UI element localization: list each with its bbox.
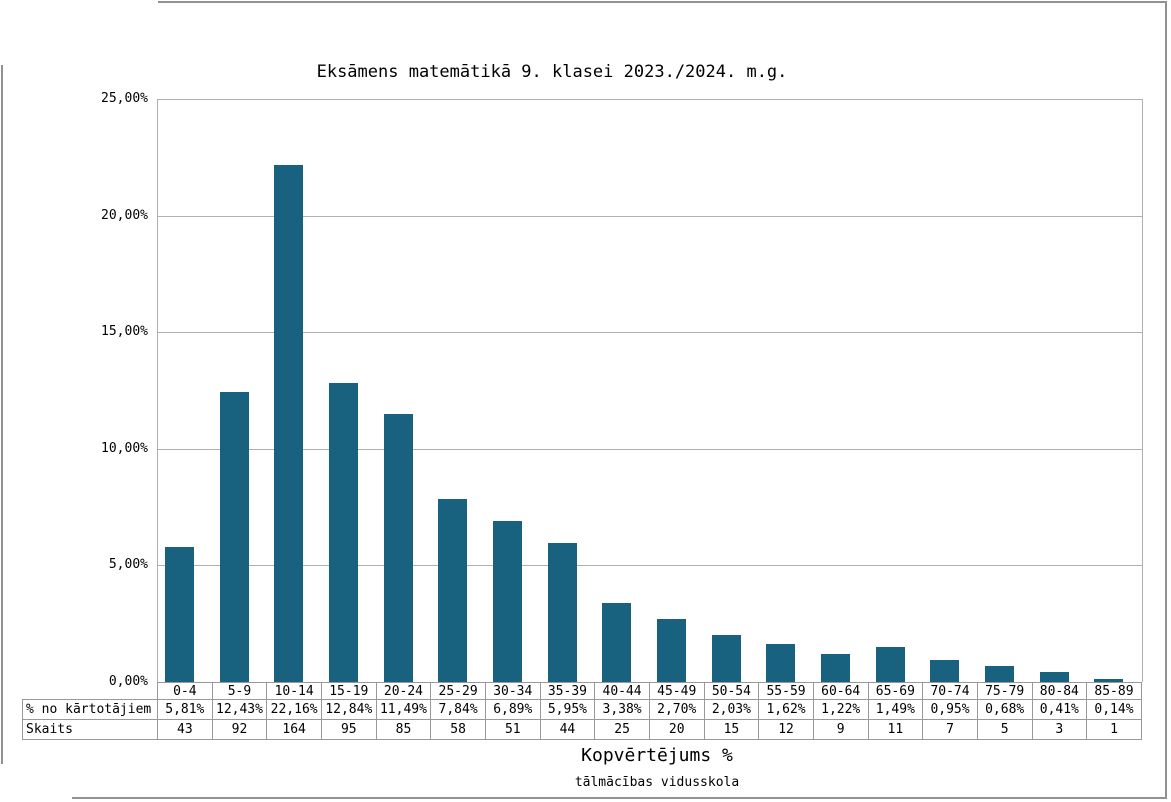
bar-40-44: [602, 603, 632, 682]
table-row-categories: 0-4 5-9 10-14 15-19 20-24 25-29 30-34 35-39 40-4…: [23, 682, 1142, 700]
gridline: [158, 565, 1142, 567]
category-cell: 0-4: [157, 682, 213, 700]
category-cell: 45-49: [648, 682, 705, 700]
bar-65-69: [875, 647, 905, 682]
bar-25-29: [438, 499, 468, 682]
value-cell: 11: [867, 719, 924, 740]
category-cell: 15-19: [320, 682, 377, 700]
bar-50-54: [711, 634, 741, 682]
y-tick-label: 10,00%: [101, 440, 148, 456]
frame-border-right: [1165, 1, 1167, 799]
value-cell: 58: [430, 719, 486, 740]
category-cell: 75-79: [976, 682, 1033, 700]
category-cell: 35-39: [539, 682, 596, 700]
bar-70-74: [930, 659, 960, 682]
bar-15-19: [329, 382, 358, 682]
y-tick-label: 15,00%: [101, 324, 148, 340]
category-cell: 40-44: [594, 682, 650, 700]
value-cell: 7,84%: [430, 699, 486, 720]
chart-title: Eksāmens matemātikā 9. klasei 2023./2024…: [316, 62, 788, 82]
gridline: [158, 215, 1142, 217]
value-cell: 92: [211, 719, 268, 740]
x-axis-title: Kopvērtējums %: [581, 745, 733, 766]
value-cell: 12: [758, 719, 814, 740]
category-cell: 25-29: [430, 682, 486, 700]
plot-area: [157, 99, 1143, 682]
bar-20-24: [383, 414, 413, 682]
bar-85-89: [1094, 678, 1124, 682]
gridline: [158, 332, 1142, 334]
value-cell: 2,03%: [703, 699, 760, 720]
frame-border-bottom: [72, 797, 1167, 799]
value-cell: 0,68%: [976, 699, 1033, 720]
gridline: [158, 448, 1142, 450]
value-cell: 1: [1086, 719, 1142, 740]
value-cell: 1,49%: [867, 699, 924, 720]
frame-border-left: [1, 65, 3, 764]
value-cell: 5: [976, 719, 1033, 740]
category-cell: 50-54: [703, 682, 760, 700]
value-cell: 0,14%: [1086, 699, 1142, 720]
value-cell: 12,84%: [320, 699, 377, 720]
category-cell: 30-34: [484, 682, 541, 700]
value-cell: 6,89%: [484, 699, 541, 720]
row-header-cell: Skaits: [22, 719, 158, 740]
bar-45-49: [657, 619, 686, 682]
bar-35-39: [547, 543, 577, 682]
value-cell: 9: [812, 719, 869, 740]
y-tick-label: 25,00%: [101, 91, 148, 106]
bar-55-59: [766, 644, 796, 682]
chart-footnote: tālmācības vidusskola: [574, 775, 740, 790]
bar-10-14: [274, 165, 304, 682]
blank-cell: [23, 683, 158, 700]
value-cell: 85: [375, 719, 432, 740]
value-cell: 3,38%: [594, 699, 650, 720]
category-cell: 85-89: [1086, 682, 1142, 700]
value-cell: 12,43%: [211, 699, 268, 720]
frame-border-top: [158, 1, 1167, 3]
bar-75-79: [985, 666, 1014, 682]
table-row: Skaits 43 92 164 95 85 58 51 44 25 20 15 12 9 11 7 5 3 1: [22, 719, 1142, 740]
value-cell: 95: [320, 719, 377, 740]
value-cell: 164: [266, 719, 322, 740]
y-tick-label: 5,00%: [108, 557, 148, 573]
category-cell: 65-69: [867, 682, 924, 700]
value-cell: 15: [703, 719, 760, 740]
value-cell: 0,95%: [922, 699, 978, 720]
bar-30-34: [493, 521, 522, 682]
value-cell: 51: [484, 719, 541, 740]
bar-0-4: [165, 546, 194, 682]
table-row: % no kārtotājiem 5,81% 12,43% 22,16% 12,84% 1…: [22, 699, 1142, 720]
value-cell: 1,22%: [812, 699, 869, 720]
gridline: [158, 99, 1142, 100]
category-cell: 10-14: [266, 682, 322, 700]
value-cell: 20: [648, 719, 705, 740]
value-cell: 3: [1031, 719, 1088, 740]
data-table: 0-4 5-9 10-14 15-19 20-24 25-29 30-34 35-39 40-4…: [22, 682, 1142, 740]
category-cell: 70-74: [922, 682, 978, 700]
value-cell: 5,95%: [539, 699, 596, 720]
bar-60-64: [821, 653, 850, 682]
value-cell: 44: [539, 719, 596, 740]
value-cell: 11,49%: [375, 699, 432, 720]
category-cell: 20-24: [375, 682, 432, 700]
category-cell: 80-84: [1031, 682, 1088, 700]
value-cell: 5,81%: [157, 699, 213, 720]
bar-5-9: [219, 392, 249, 682]
category-cell: 5-9: [211, 682, 268, 700]
value-cell: 2,70%: [648, 699, 705, 720]
bar-80-84: [1039, 672, 1069, 682]
row-header-cell: % no kārtotājiem: [22, 699, 158, 720]
value-cell: 0,41%: [1031, 699, 1088, 720]
category-cell: 60-64: [812, 682, 869, 700]
category-cell: 55-59: [758, 682, 814, 700]
y-tick-label: 20,00%: [101, 207, 148, 223]
value-cell: 7: [922, 719, 978, 740]
y-tick-label: 0,00%: [108, 674, 148, 689]
value-cell: 1,62%: [758, 699, 814, 720]
value-cell: 22,16%: [266, 699, 322, 720]
value-cell: 25: [594, 719, 650, 740]
value-cell: 43: [157, 719, 213, 740]
